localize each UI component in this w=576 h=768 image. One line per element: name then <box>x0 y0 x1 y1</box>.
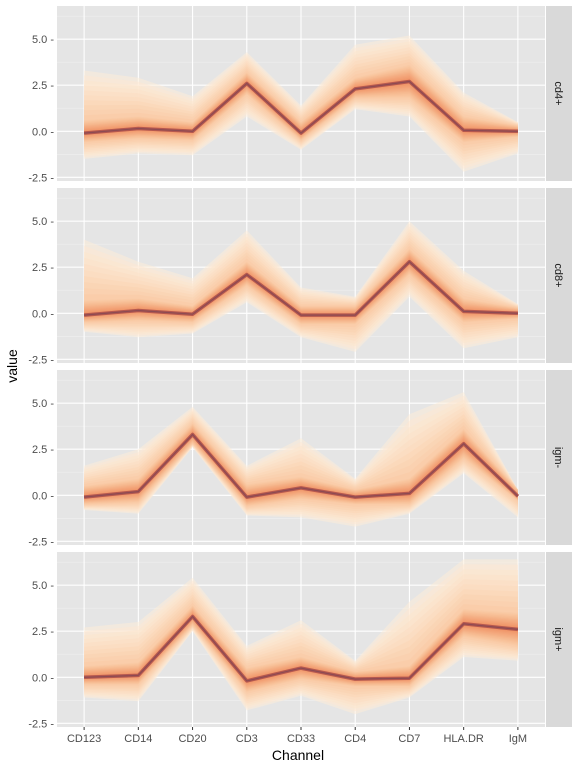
x-axis: CD123 CD14 CD20 CD3 CD33 CD4 CD7 HLA.DR IgM <box>67 727 527 745</box>
density-band <box>84 605 518 692</box>
x-tick-label: CD14 <box>124 733 152 745</box>
panels-layer: -2.5 - 0.0 - 2.5 - 5.0 - cd4+ -2.5 - 0.0 - 2.5 … <box>28 6 572 730</box>
density-band <box>84 248 518 325</box>
density-band <box>84 610 518 687</box>
density-band <box>84 72 518 139</box>
y-tick-label: 0.0 - <box>32 672 54 684</box>
density-band <box>84 426 518 505</box>
y-tick-label: 5.0 - <box>32 580 54 592</box>
y-axis-title: value <box>4 349 20 383</box>
density-band <box>84 249 518 324</box>
x-tick-label: IgM <box>509 733 527 745</box>
density-band <box>84 602 518 694</box>
density-band <box>84 423 518 507</box>
density-band <box>84 67 518 141</box>
y-tick-label: 5.0 - <box>32 216 54 228</box>
density-band <box>84 250 518 323</box>
panel-igm-pos: -2.5 - 0.0 - 2.5 - 5.0 - igm+ <box>28 552 572 730</box>
density-band <box>84 71 518 139</box>
facet-strip <box>546 552 572 727</box>
density-band <box>84 68 518 141</box>
median-line-core <box>84 261 518 316</box>
density-band <box>84 426 518 504</box>
x-tick-label: CD33 <box>287 733 315 745</box>
density-band <box>84 64 518 143</box>
x-axis-title: Channel <box>272 747 324 763</box>
density-band <box>84 253 518 321</box>
median-line-core <box>84 615 518 682</box>
density-band <box>84 246 518 328</box>
x-tick-label: CD123 <box>67 733 101 745</box>
density-band <box>84 425 518 505</box>
panel-igm-neg: -2.5 - 0.0 - 2.5 - 5.0 - igm- <box>28 370 572 548</box>
y-tick-label: 2.5 - <box>32 80 54 92</box>
y-tick-label: 2.5 - <box>32 444 54 456</box>
facet-strip-label: igm+ <box>552 627 564 651</box>
density-band <box>84 252 518 322</box>
y-tick-label: 2.5 - <box>32 626 54 638</box>
density-band <box>84 254 518 321</box>
density-band <box>84 609 518 688</box>
density-band <box>84 608 518 689</box>
x-tick-label: CD20 <box>178 733 206 745</box>
y-tick-label: 0.0 - <box>32 490 54 502</box>
y-tick-label: -2.5 - <box>28 172 54 184</box>
y-tick-label: 5.0 - <box>32 398 54 410</box>
density-band <box>84 612 518 686</box>
facet-strip <box>546 6 572 181</box>
x-tick-label: HLA.DR <box>443 733 483 745</box>
density-band <box>84 251 518 323</box>
y-tick-label: -2.5 - <box>28 354 54 366</box>
y-tick-label: -2.5 - <box>28 718 54 730</box>
density-band <box>84 611 518 687</box>
density-band <box>84 70 518 140</box>
facet-strip <box>546 370 572 545</box>
facet-strip-label: igm- <box>552 447 564 469</box>
median-line-core <box>84 433 519 498</box>
x-tick-label: CD7 <box>398 733 420 745</box>
density-band <box>84 607 518 691</box>
x-tick-label: CD4 <box>344 733 366 745</box>
density-band <box>84 424 518 506</box>
panel-cd4-pos: -2.5 - 0.0 - 2.5 - 5.0 - cd4+ <box>28 6 572 184</box>
density-band <box>84 66 518 142</box>
x-tick-label: CD3 <box>236 733 258 745</box>
y-tick-label: 2.5 - <box>32 262 54 274</box>
density-band <box>84 608 518 690</box>
panel-cd8-pos: -2.5 - 0.0 - 2.5 - 5.0 - cd8+ <box>28 188 572 366</box>
y-tick-label: 5.0 - <box>32 34 54 46</box>
density-band <box>84 606 518 692</box>
y-tick-label: -2.5 - <box>28 536 54 548</box>
y-tick-label: 0.0 - <box>32 308 54 320</box>
facet-strip <box>546 188 572 363</box>
density-band <box>84 421 518 508</box>
facet-strip-label: cd4+ <box>552 81 564 105</box>
median-line-core <box>84 80 518 134</box>
facet-strip-label: cd8+ <box>552 263 564 287</box>
y-tick-label: 0.0 - <box>32 126 54 138</box>
